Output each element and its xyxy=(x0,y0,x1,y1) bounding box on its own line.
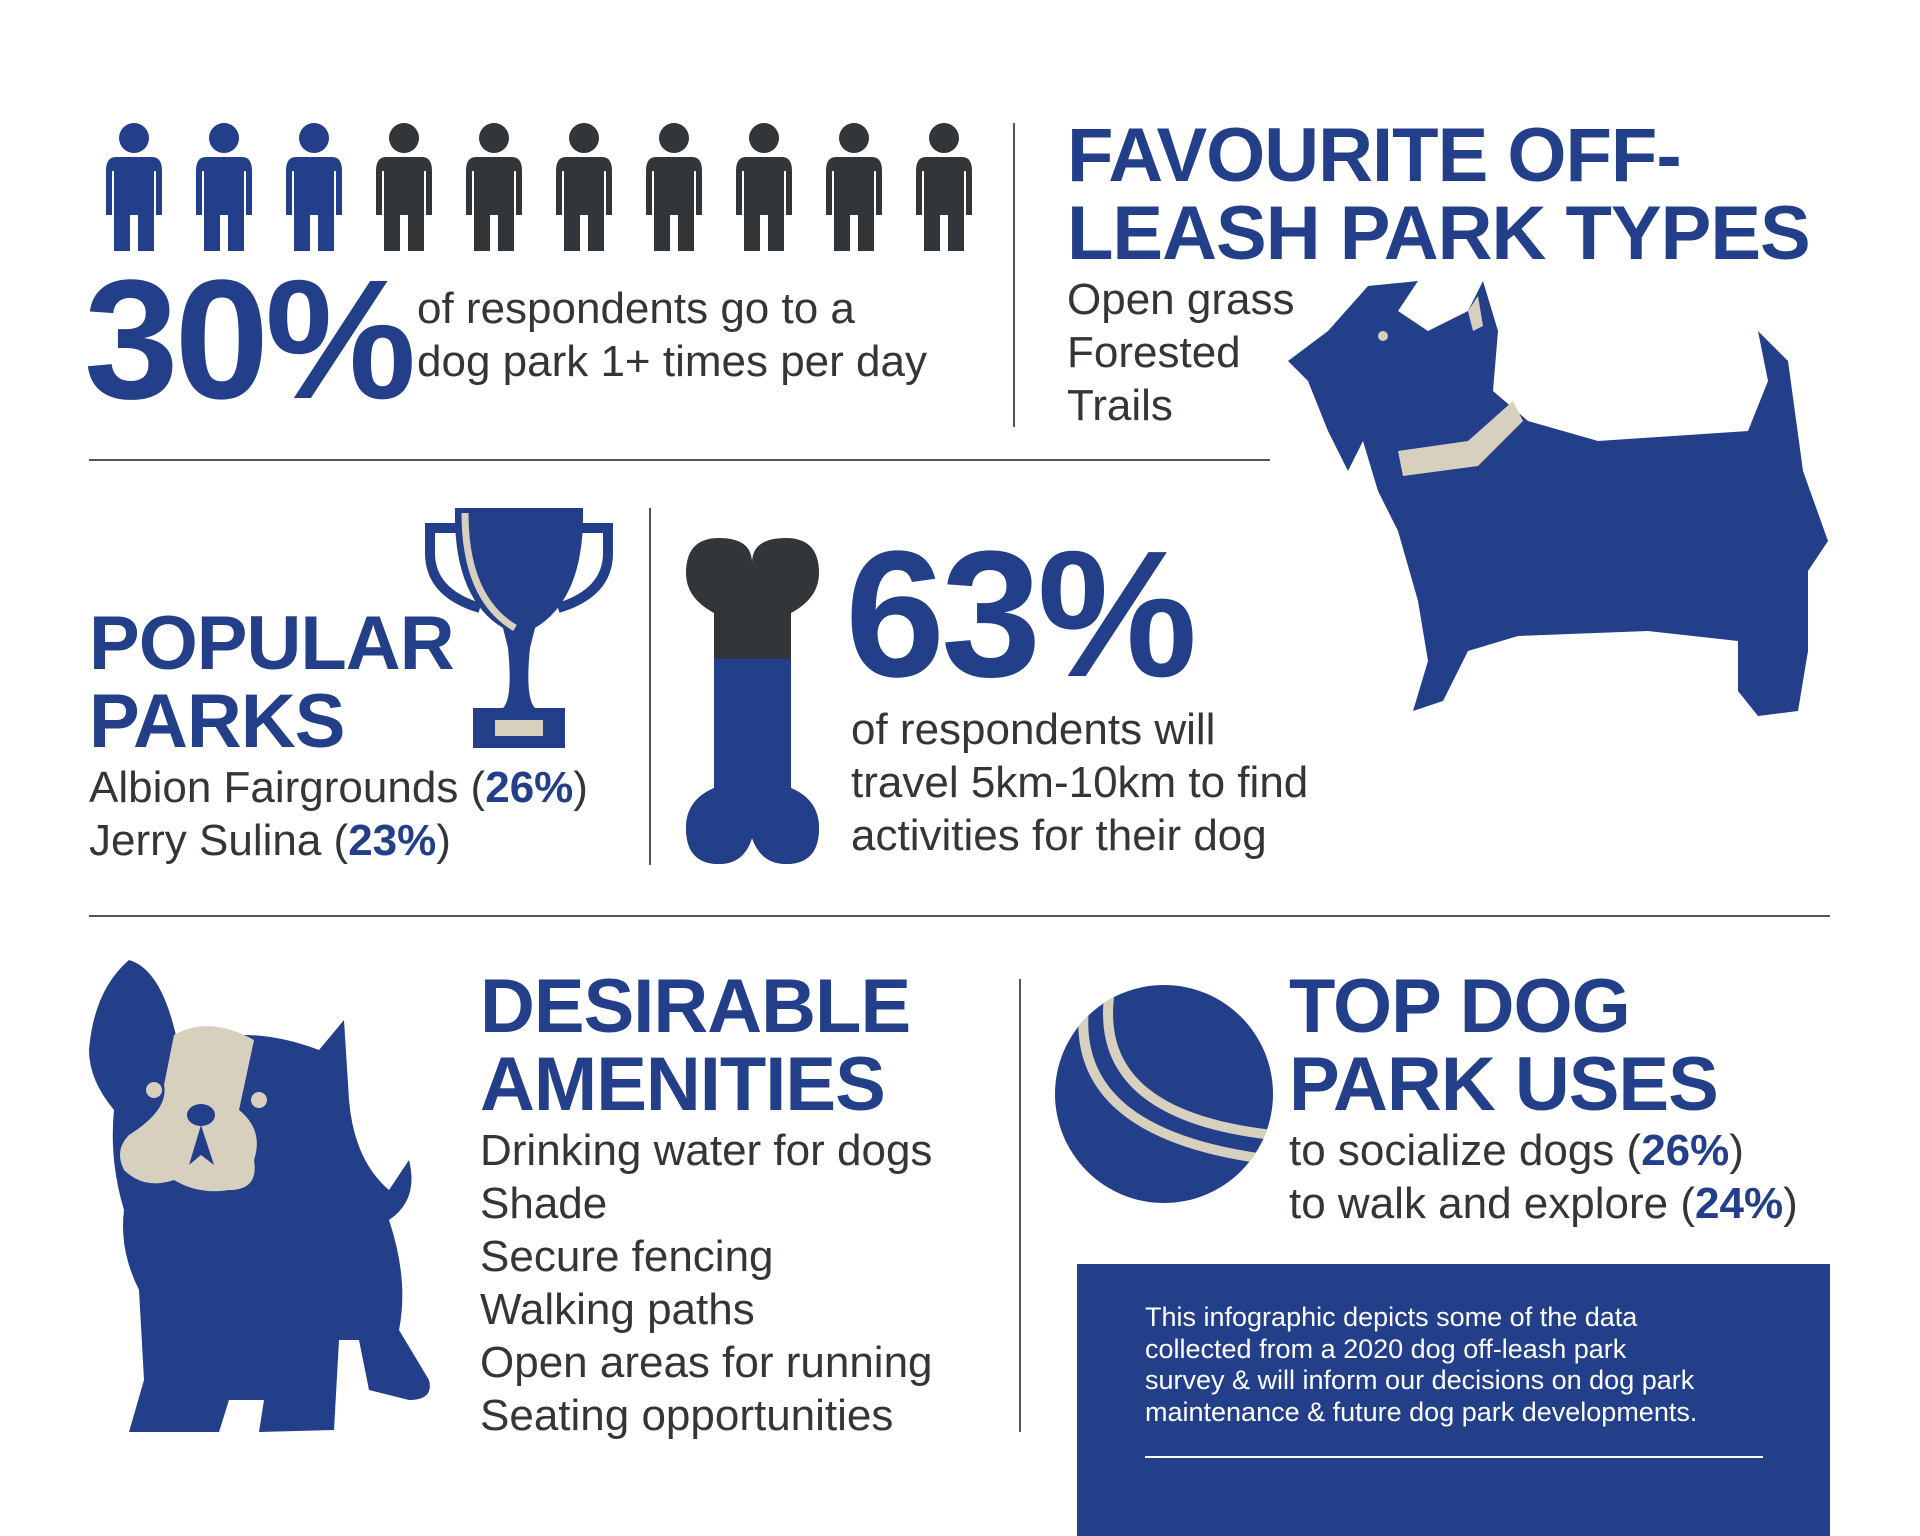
note-rule xyxy=(1145,1456,1763,1458)
divider xyxy=(89,915,1830,917)
person-icon xyxy=(629,123,719,251)
person-icon xyxy=(179,123,269,251)
park-types-section: FAVOURITE OFF- LEASH PARK TYPES Open gra… xyxy=(1067,113,1811,432)
frequency-text: of respondents go to a dog park 1+ times… xyxy=(417,282,927,388)
frequency-text-line: dog park 1+ times per day xyxy=(417,337,927,386)
survey-note-text: This infographic depicts some of the dat… xyxy=(1145,1302,1697,1428)
travel-stat: 63% xyxy=(845,514,1197,715)
park-percent: 26% xyxy=(485,763,574,812)
title-line: DESIRABLE xyxy=(480,964,911,1049)
person-icon xyxy=(809,123,899,251)
amenity-item: Shade xyxy=(480,1179,608,1228)
note-line: This infographic depicts some of the dat… xyxy=(1145,1302,1638,1332)
person-icon xyxy=(899,123,989,251)
use-item: to walk and explore (24%) xyxy=(1289,1179,1798,1228)
popular-parks-title: POPULAR PARKS xyxy=(89,605,588,761)
divider xyxy=(1013,123,1015,427)
amenity-item: Walking paths xyxy=(480,1285,755,1334)
title-line: TOP DOG xyxy=(1289,964,1631,1049)
amenities-list: Drinking water for dogs Shade Secure fen… xyxy=(480,1124,933,1442)
person-icon xyxy=(539,123,629,251)
uses-section: TOP DOG PARK USES to socialize dogs (26%… xyxy=(1289,968,1798,1230)
park-types-list: Open grass Forested Trails xyxy=(1067,273,1810,432)
title-line: LEASH PARK TYPES xyxy=(1067,191,1811,276)
amenity-item: Drinking water for dogs xyxy=(480,1126,933,1175)
trophy-icon xyxy=(425,508,613,748)
person-icon xyxy=(89,123,179,251)
park-type-item: Trails xyxy=(1067,381,1173,430)
popular-parks-list: Albion Fairgrounds (26%) Jerry Sulina (2… xyxy=(89,761,588,867)
person-icon xyxy=(359,123,449,251)
scottish-terrier-icon xyxy=(1288,281,1828,716)
uses-title: TOP DOG PARK USES xyxy=(1289,968,1798,1124)
note-line: maintenance & future dog park developmen… xyxy=(1145,1396,1698,1427)
title-line: FAVOURITE OFF- xyxy=(1067,113,1682,198)
park-type-item: Forested xyxy=(1067,328,1241,377)
park-item: Albion Fairgrounds (26%) xyxy=(89,763,588,812)
person-icon xyxy=(269,123,359,251)
ball-icon xyxy=(1055,985,1273,1203)
amenity-item: Secure fencing xyxy=(480,1232,774,1281)
note-line: survey & will inform our decisions on do… xyxy=(1145,1365,1695,1395)
person-icon xyxy=(449,123,539,251)
park-percent: 23% xyxy=(348,816,437,865)
amenities-title: DESIRABLE AMENITIES xyxy=(480,968,933,1124)
people-icon-row xyxy=(89,123,989,251)
amenity-item: Open areas for running xyxy=(480,1338,933,1387)
divider xyxy=(89,459,1270,461)
amenity-item: Seating opportunities xyxy=(480,1391,894,1440)
use-label: to socialize dogs xyxy=(1289,1126,1615,1175)
bone-fill xyxy=(686,658,819,864)
uses-list: to socialize dogs (26%) to walk and expl… xyxy=(1289,1124,1798,1230)
travel-text-line: activities for their dog xyxy=(851,811,1267,860)
bone-progress-icon xyxy=(686,538,819,864)
note-line: collected from a 2020 dog off-leash park xyxy=(1145,1333,1627,1364)
divider xyxy=(1019,979,1021,1432)
amenities-section: DESIRABLE AMENITIES Drinking water for d… xyxy=(480,968,933,1442)
park-name: Jerry Sulina xyxy=(89,816,322,865)
title-line: PARKS xyxy=(89,679,345,764)
frequency-text-line: of respondents go to a xyxy=(417,284,855,333)
park-type-item: Open grass xyxy=(1067,275,1295,324)
frequency-stat: 30% xyxy=(84,245,416,435)
use-item: to socialize dogs (26%) xyxy=(1289,1126,1744,1175)
title-line: AMENITIES xyxy=(480,1042,886,1127)
person-icon xyxy=(719,123,809,251)
use-label: to walk and explore xyxy=(1289,1179,1669,1228)
park-name: Albion Fairgrounds xyxy=(89,763,459,812)
park-types-title: FAVOURITE OFF- LEASH PARK TYPES xyxy=(1067,113,1811,276)
travel-text-line: of respondents will xyxy=(851,705,1216,754)
use-percent: 26% xyxy=(1641,1126,1730,1175)
title-line: PARK USES xyxy=(1289,1042,1719,1127)
park-item: Jerry Sulina (23%) xyxy=(89,816,451,865)
french-bulldog-icon xyxy=(89,960,430,1432)
title-line: POPULAR xyxy=(89,601,455,686)
popular-parks-section: POPULAR PARKS Albion Fairgrounds (26%) J… xyxy=(89,605,588,867)
survey-note-box: This infographic depicts some of the dat… xyxy=(1077,1264,1830,1536)
divider xyxy=(649,508,651,865)
travel-text-line: travel 5km-10km to find xyxy=(851,758,1309,807)
use-percent: 24% xyxy=(1695,1179,1784,1228)
travel-text: of respondents will travel 5km-10km to f… xyxy=(851,703,1308,862)
